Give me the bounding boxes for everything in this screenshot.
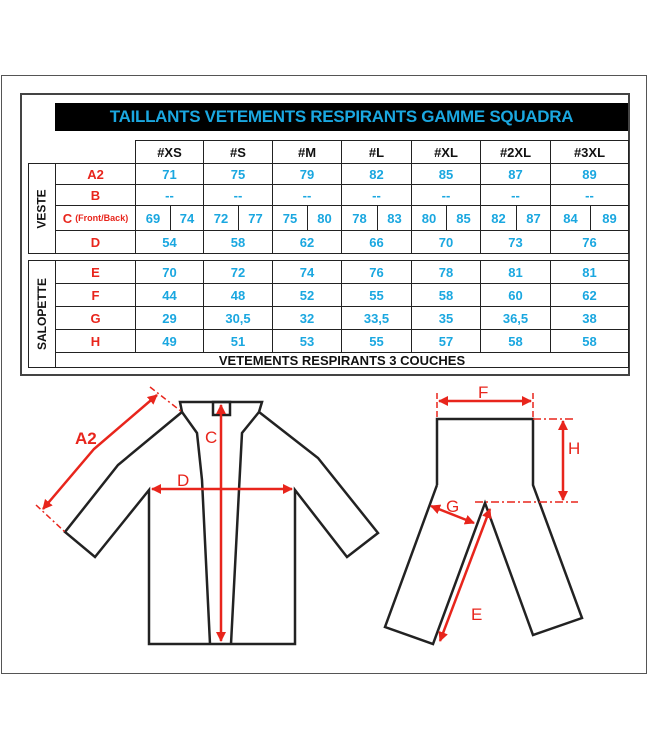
row-label-text: F: [91, 287, 100, 303]
label-c: C: [205, 428, 217, 447]
row-label-text: H: [90, 333, 101, 349]
value-cell: 76: [550, 230, 629, 254]
row-label-text: D: [90, 234, 101, 250]
a2-arrow: [42, 394, 158, 510]
label-g: G: [446, 497, 459, 516]
row-label-text: G: [90, 310, 101, 326]
pants-outline: [383, 417, 584, 646]
label-a2: A2: [75, 429, 97, 448]
row-label-text: B: [90, 187, 101, 203]
pants-measures: [430, 393, 578, 642]
label-h: H: [568, 439, 580, 458]
label-d: D: [177, 471, 189, 490]
label-e: E: [471, 605, 482, 624]
row-label-text: A2: [87, 166, 104, 182]
e-arrow: [438, 508, 492, 642]
chart-frame: [1, 75, 647, 674]
table-footer: VETEMENTS RESPIRANTS 3 COUCHES: [55, 352, 629, 368]
jacket-outline: [63, 400, 380, 646]
label-f: F: [478, 383, 488, 402]
table-title: TAILLANTS VETEMENTS RESPIRANTS GAMME SQU…: [55, 103, 628, 131]
row-label-text: E: [91, 264, 100, 280]
row-label-text: C: [62, 210, 73, 226]
size-table-frame: [20, 93, 630, 376]
jacket-measures: [35, 386, 293, 642]
row-sublabel: (Front/Back): [75, 213, 129, 223]
